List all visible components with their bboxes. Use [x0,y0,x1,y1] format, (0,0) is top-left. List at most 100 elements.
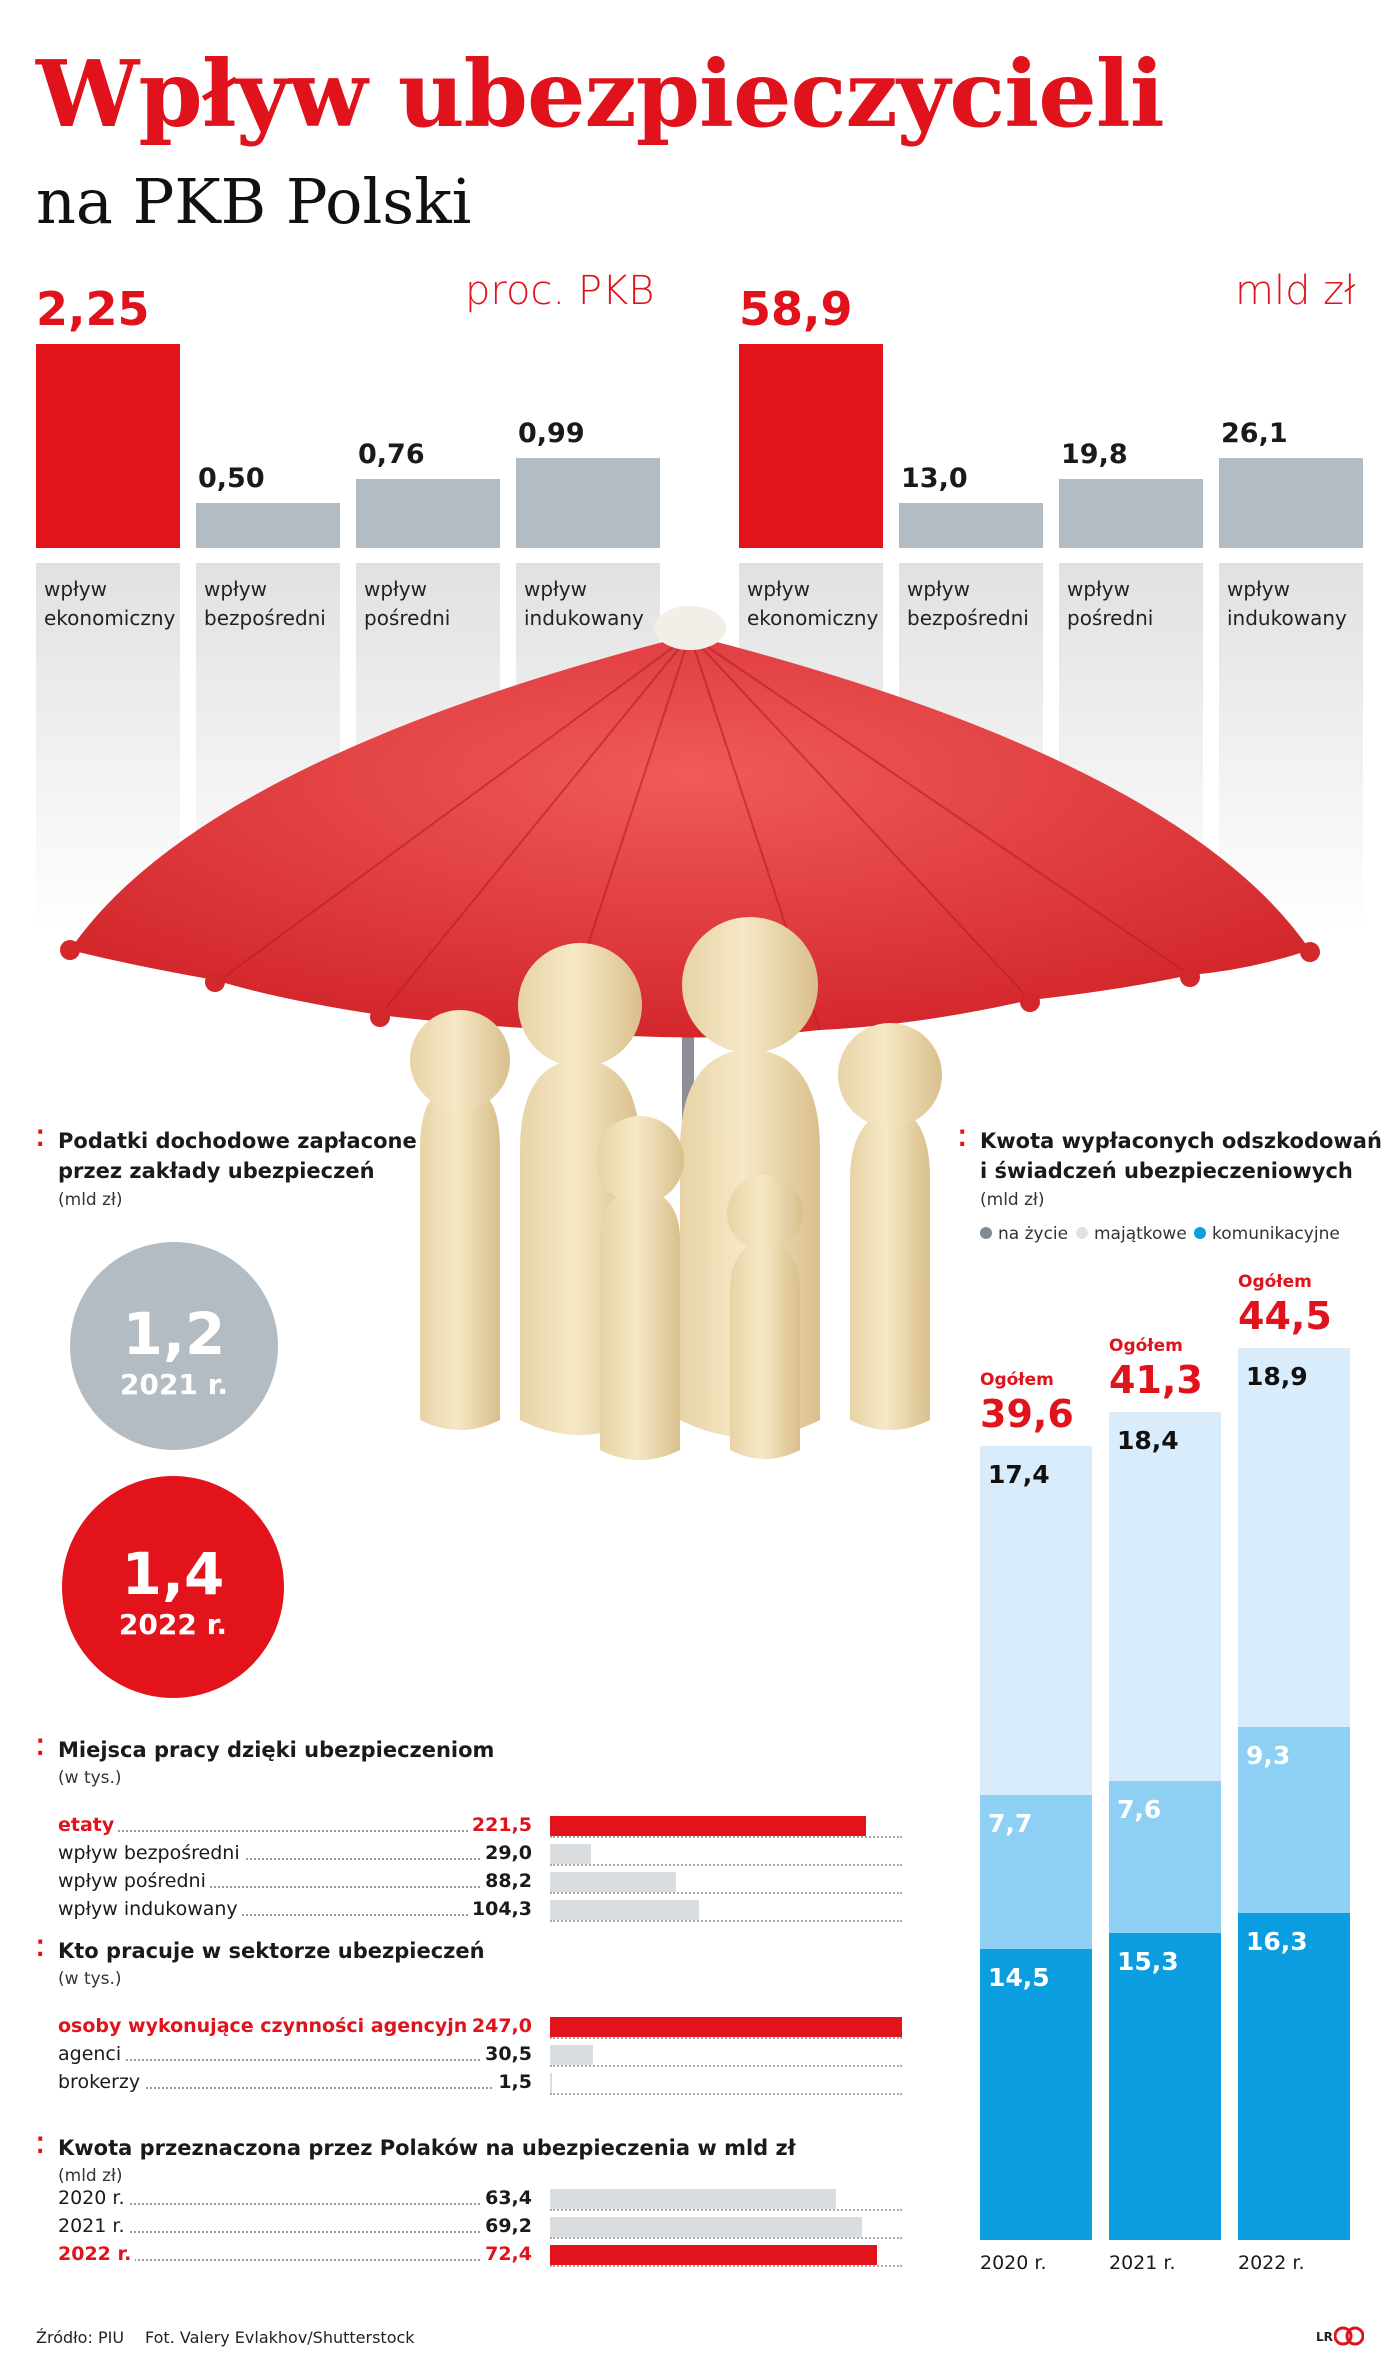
row-value: 247,0 [467,2015,532,2037]
total-value: 41,3 [1109,1357,1203,1402]
tax-value-2021: 1,2 [122,1300,226,1368]
table-row: wpływ indukowany 104,3 [58,1896,532,1924]
stack-segment [1109,1933,1221,2240]
row-value: 221,5 [467,1814,532,1836]
tax-year-2022: 2022 r. [118,1608,228,1641]
stack-segment-value: 18,9 [1246,1361,1308,1391]
bar [739,344,883,548]
row-value: 69,2 [481,2215,532,2237]
stack-segment [1238,1726,1350,1914]
stack-segment-value: 17,4 [988,1460,1050,1490]
total-label: Ogółem [1109,1335,1183,1356]
stack-segment-value: 16,3 [1246,1927,1308,1957]
row-value: 72,4 [481,2243,532,2265]
row-bar-baseline [550,2093,902,2095]
tax-circle-2021: 1,2 2021 r. [70,1242,278,1450]
bar-category-label: wpływ indukowany [524,577,644,630]
row-leader-dots [58,1914,532,1916]
row-bar [550,2045,594,2065]
legend-dot-life [980,1227,992,1239]
stack-segment [1238,1913,1350,2240]
stack-segment [980,1794,1092,1950]
bar-category-label: wpływ pośredni [1067,577,1154,630]
stack-segment [1109,1411,1221,1781]
tax-value-2022: 1,4 [121,1540,225,1608]
stack-segment-value: 7,6 [1117,1794,1162,1824]
row-bar [550,1844,592,1864]
row-value: 104,3 [467,1898,532,1920]
row-leader-dots [58,2231,532,2233]
bar [1219,457,1363,548]
row-bar [550,2017,902,2037]
table-row: 2020 r. 63,4 [58,2185,532,2213]
table-row: 2021 r. 69,2 [58,2213,532,2241]
row-bar-baseline [550,2037,902,2039]
pkb-value-unit: mld zł [1235,268,1356,314]
umbrella-canopy [70,635,1310,1038]
row-leader-dots [58,2059,532,2061]
spending-title: Kwota przeznaczona przez Polaków na ubez… [58,2136,796,2160]
publisher-logo-text: LR [1316,2330,1333,2344]
row-bar-baseline [550,1864,902,1866]
row-value: 1,5 [494,2071,532,2093]
table-row: etaty 221,5 [58,1812,532,1840]
total-value: 44,5 [1238,1293,1332,1338]
bar-value-label: 0,76 [358,439,425,471]
stack-segment-value: 7,7 [988,1808,1033,1838]
workers-unit: (w tys.) [58,1969,122,1989]
row-leader-dots [58,2087,532,2089]
total-value: 39,6 [980,1392,1074,1437]
row-label: etaty [58,1814,119,1836]
row-label: osoby wykonujące czynności agencyjne [58,2015,485,2037]
bar-category-label: wpływ ekonomiczny [44,577,176,630]
row-bar-baseline [550,1836,902,1838]
bar [516,458,660,548]
page-subtitle: na PKB Polski [36,165,472,238]
bar [356,479,500,548]
row-label: 2020 r. [58,2187,129,2209]
row-bar [550,2073,553,2093]
row-value: 30,5 [481,2043,532,2065]
row-leader-dots [58,1830,532,1832]
bar-value-label: 26,1 [1221,417,1288,449]
row-value: 88,2 [481,1870,532,1892]
legend-dot-motor [1194,1227,1206,1239]
jobs-title: Miejsca pracy dzięki ubezpieczeniom [58,1738,495,1762]
total-label: Ogółem [980,1370,1054,1391]
umbrella-family-illustration [60,606,1320,1460]
tax-circle-2022: 1,4 2022 r. [62,1476,284,1698]
stack-segment-value: 14,5 [988,1963,1050,1993]
row-leader-dots [58,1886,532,1888]
taxes-unit: (mld zł) [58,1190,123,1210]
tax-year-2021: 2021 r. [119,1368,229,1401]
bar-value-label: 19,8 [1061,439,1128,471]
page-title: Wpływ ubezpieczycieli [36,40,1165,148]
bar-category-label: wpływ pośredni [364,577,451,630]
row-bar-baseline [550,1892,902,1894]
legend-item-property: majątkowe [1076,1224,1187,1244]
row-leader-dots [58,2259,532,2261]
table-row: agenci 30,5 [58,2041,532,2069]
photo-credit: Fot. Valery Evlakhov/Shutterstock [145,2328,415,2347]
section-bullet-icon: ⁚ [36,1127,45,1152]
stack-segment [1109,1780,1221,1934]
table-row: osoby wykonujące czynności agencyjne 247,… [58,2013,532,2041]
row-bar-baseline [550,2265,902,2267]
row-value: 29,0 [481,1842,532,1864]
row-bar-baseline [550,2237,902,2239]
bar-value-label: 0,50 [198,462,265,494]
row-label: wpływ pośredni [58,1870,210,1892]
stack-segment [980,1446,1092,1795]
row-leader-dots [58,2203,532,2205]
row-bar [550,2189,837,2209]
table-row: wpływ bezpośredni 29,0 [58,1840,532,1868]
taxes-title: Podatki dochodowe zapłacone przez zakład… [58,1129,417,1183]
row-label: wpływ indukowany [58,1898,242,1920]
table-row: 2022 r. 72,4 [58,2241,532,2269]
pkb-percent-unit: proc. PKB [465,268,655,314]
total-label: Ogółem [1238,1271,1312,1292]
section-bullet-icon: ⁚ [36,1937,45,1962]
row-label: agenci [58,2043,126,2065]
jobs-unit: (w tys.) [58,1768,122,1788]
row-bar [550,1872,676,1892]
